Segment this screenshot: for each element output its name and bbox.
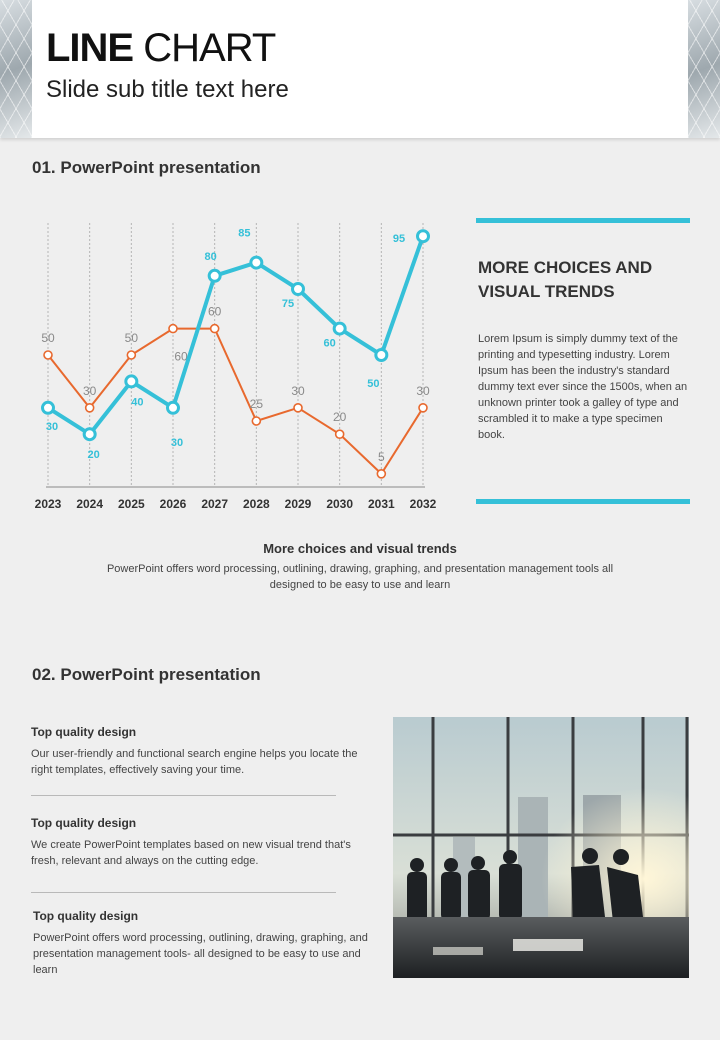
page-subtitle: Slide sub title text here <box>46 76 289 103</box>
feature-item: Top quality design Our user-friendly and… <box>31 725 376 778</box>
title-bold: LINE <box>46 26 134 70</box>
header-decoration-left <box>0 0 32 138</box>
series-blue-point <box>332 321 347 336</box>
office-team-photo <box>393 717 689 978</box>
series-orange-data-label: 25 <box>250 397 264 411</box>
x-tick-label: 2031 <box>368 497 395 511</box>
series-blue-point <box>207 268 222 283</box>
series-blue-line <box>46 235 425 437</box>
series-orange-point <box>251 416 262 426</box>
series-orange-data-label: 60 <box>174 350 188 364</box>
feature-title: Top quality design <box>31 725 137 739</box>
x-tick-label: 2030 <box>326 497 353 511</box>
series-blue-data-label: 40 <box>131 396 143 408</box>
feature-body: We create PowerPoint templates based on … <box>31 839 351 867</box>
x-tick-label: 2025 <box>118 497 145 511</box>
series-orange-data-label: 30 <box>83 384 97 398</box>
series-blue-data-label: 85 <box>238 228 250 240</box>
x-tick-label: 2023 <box>35 497 62 511</box>
feature-body: Our user-friendly and functional search … <box>31 748 358 776</box>
series-blue-point <box>416 229 430 244</box>
series-blue-point <box>291 282 305 296</box>
series-blue-point <box>82 427 97 442</box>
x-tick-label: 2027 <box>201 497 228 511</box>
series-orange-point <box>126 350 137 360</box>
series-orange-data-label: 50 <box>41 331 55 345</box>
side-title-line2: VISUAL TRENDS <box>478 282 615 301</box>
series-orange-point <box>168 323 178 334</box>
series-orange-point <box>376 468 387 479</box>
x-tick-label: 2032 <box>410 497 437 511</box>
feature-item: Top quality design We create PowerPoint … <box>31 816 376 869</box>
series-orange-data-label: 20 <box>333 410 347 424</box>
series-orange-point <box>209 323 220 334</box>
header: LINE CHART Slide sub title text here <box>0 0 720 138</box>
section2-title: 02. PowerPoint presentation <box>32 665 261 684</box>
line-chart: 2023 2024 2025 2026 2027 2028 2029 2030 2031 2032… <box>35 223 437 511</box>
series-orange-point <box>334 429 345 439</box>
x-tick-label: 2024 <box>76 497 103 511</box>
center-title: More choices and visual trends <box>263 541 457 556</box>
center-body: PowerPoint offers word processing, outli… <box>106 563 614 591</box>
series-orange-data-label: 50 <box>125 331 139 345</box>
series-blue-point <box>374 348 389 362</box>
feature-body: PowerPoint offers word processing, outli… <box>33 932 368 976</box>
x-tick-label: 2026 <box>160 497 187 511</box>
side-title: MORE CHOICES AND VISUAL TRENDS <box>478 256 688 304</box>
side-body: Lorem Ipsum is simply dummy text of the … <box>478 333 688 441</box>
accent-bar-bottom <box>476 499 690 504</box>
feature-title: Top quality design <box>31 816 137 830</box>
section1-title: 01. PowerPoint presentation <box>32 158 261 177</box>
series-orange-data-label: 60 <box>208 305 222 319</box>
series-blue-data-label: 80 <box>205 251 217 263</box>
divider <box>31 892 336 893</box>
series-blue-data-label: 30 <box>171 437 183 449</box>
series-blue-point <box>124 374 139 389</box>
series-orange-point <box>84 403 95 413</box>
title-rest: CHART <box>133 26 276 70</box>
series-blue-point <box>249 255 264 270</box>
series-blue-data-label: 50 <box>367 378 379 390</box>
series-blue-data-label: 95 <box>393 233 405 245</box>
series-orange-data-label: 30 <box>416 384 430 398</box>
series-blue-data-label: 60 <box>324 338 336 350</box>
divider <box>31 795 336 796</box>
series-blue-data-label: 30 <box>46 421 58 433</box>
header-decoration-right <box>688 0 720 138</box>
series-orange-point <box>418 403 428 413</box>
page-title: LINE CHART <box>46 26 276 70</box>
accent-bar-top <box>476 218 690 223</box>
series-orange-data-label: 5 <box>378 450 385 464</box>
series-blue-point <box>166 400 180 415</box>
series-orange-point <box>293 403 303 413</box>
series-orange-point <box>43 350 53 360</box>
feature-title: Top quality design <box>33 909 139 923</box>
series-blue-data-label: 20 <box>88 449 100 461</box>
feature-item: Top quality design PowerPoint offers wor… <box>33 909 378 978</box>
series-orange-line <box>47 327 424 476</box>
side-title-line1: MORE CHOICES AND <box>478 258 653 277</box>
x-tick-label: 2028 <box>243 497 270 511</box>
series-blue-data-label: 75 <box>282 298 294 310</box>
x-tick-label: 2029 <box>285 497 312 511</box>
series-blue-point <box>41 400 55 415</box>
series-orange-data-label: 30 <box>291 384 305 398</box>
